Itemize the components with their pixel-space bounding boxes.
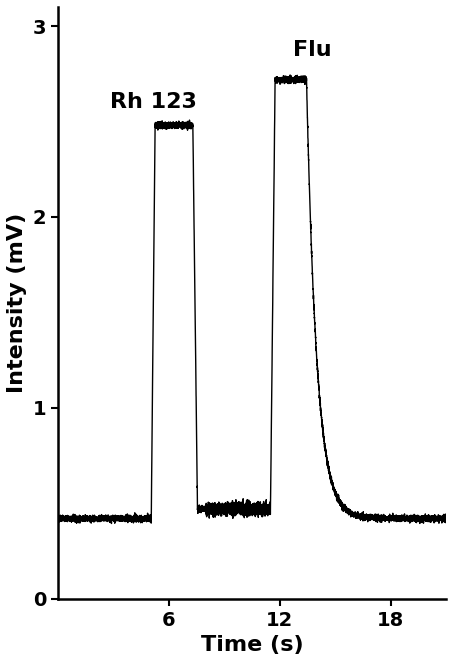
Text: Rh 123: Rh 123 xyxy=(110,92,197,112)
X-axis label: Time (s): Time (s) xyxy=(201,635,304,655)
Text: Flu: Flu xyxy=(293,40,331,60)
Y-axis label: Intensity (mV): Intensity (mV) xyxy=(7,213,27,393)
